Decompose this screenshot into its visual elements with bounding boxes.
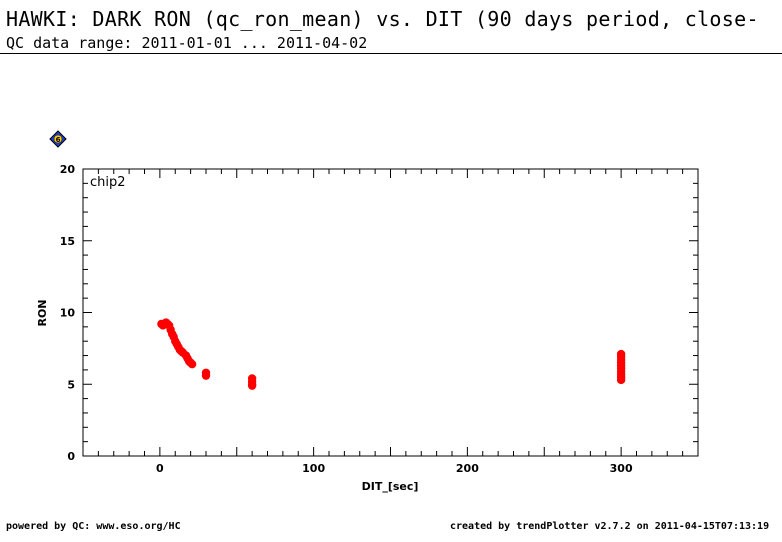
badge-label: 6 — [56, 136, 61, 144]
header-rule — [0, 53, 782, 54]
x-axis-label: DIT_[sec] — [362, 480, 419, 493]
data-point — [187, 359, 197, 369]
footer-credit-left: powered by QC: www.eso.org/HC — [6, 521, 181, 532]
y-axis-label: RON — [36, 299, 49, 326]
page-title: HAWKI: DARK RON (qc_ron_mean) vs. DIT (9… — [6, 7, 759, 31]
data-point — [616, 375, 626, 385]
plot-frame — [82, 168, 699, 457]
x-tick-label: 300 — [610, 462, 633, 475]
plot-badge[interactable]: 6 — [49, 130, 67, 148]
data-range-subtitle: QC data range: 2011-01-01 ... 2011-04-02 — [6, 34, 368, 52]
data-point — [247, 381, 257, 390]
y-tick-label: 20 — [60, 163, 76, 176]
y-tick-label: 10 — [60, 307, 76, 320]
axis-ticks — [82, 168, 699, 457]
y-tick-label: 0 — [67, 450, 75, 463]
y-tick-label: 5 — [67, 378, 75, 391]
panel-label: chip2 — [90, 175, 126, 190]
x-tick-label: 0 — [156, 462, 164, 475]
footer-credit-right: created by trendPlotter v2.7.2 on 2011-0… — [450, 521, 770, 532]
data-point — [201, 371, 211, 380]
x-tick-label: 100 — [302, 462, 325, 475]
y-tick-label: 15 — [60, 235, 75, 248]
x-tick-label: 200 — [456, 462, 479, 475]
axis-tick-labels: 0 100 200 300 0 5 10 15 20 — [60, 163, 633, 475]
badge-circle-icon — [53, 134, 63, 144]
data-points — [157, 318, 626, 390]
